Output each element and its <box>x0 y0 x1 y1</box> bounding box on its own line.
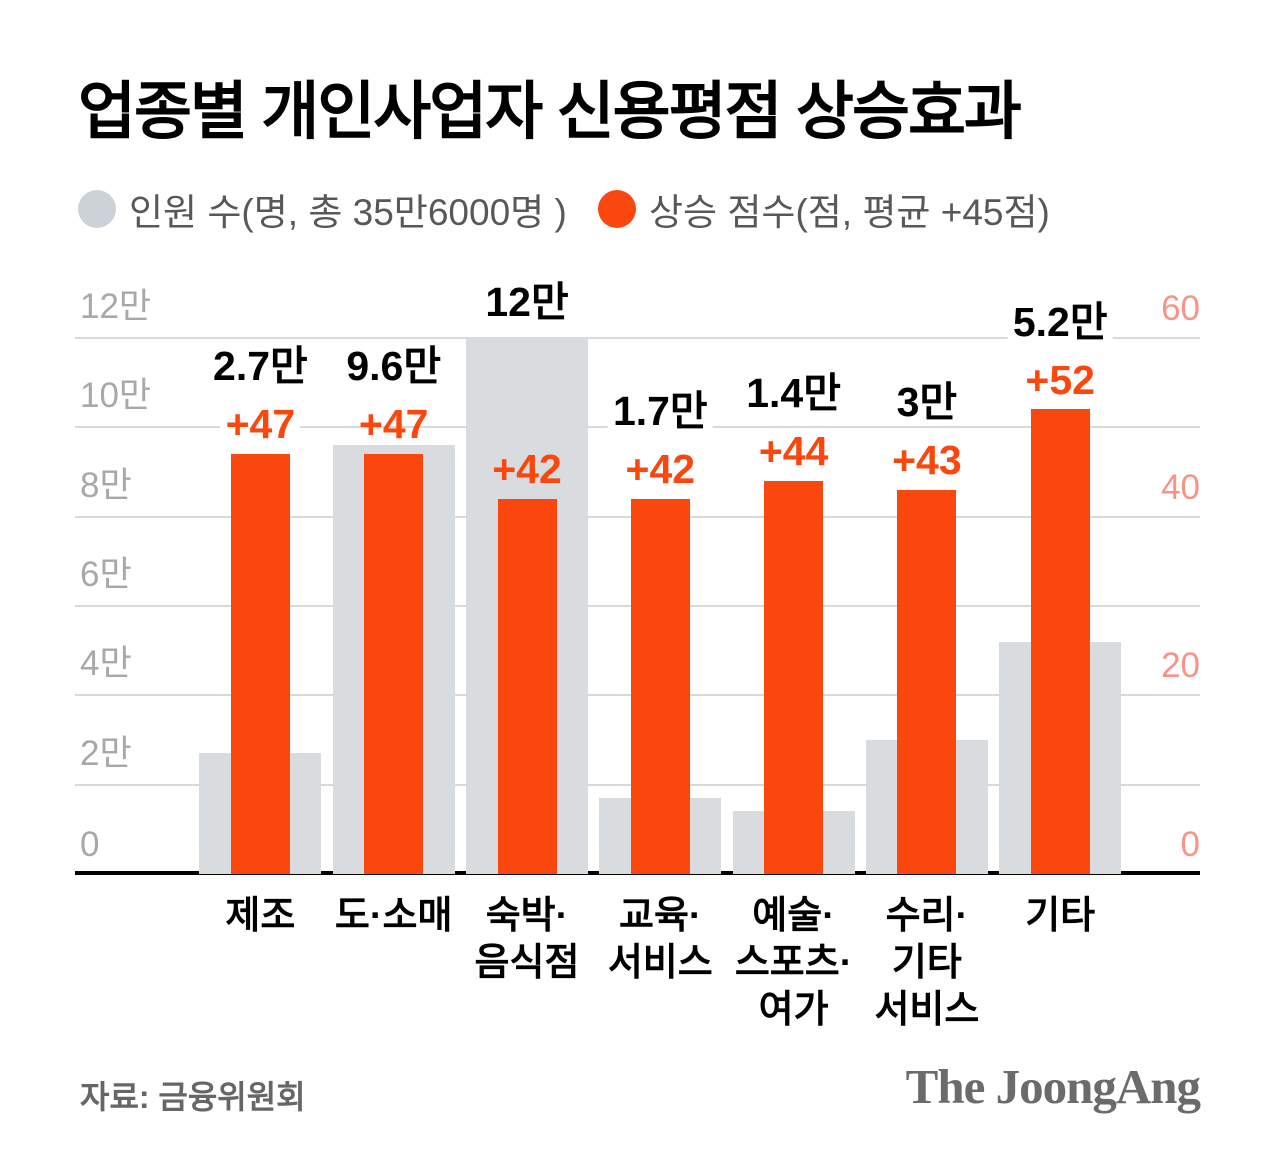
category-label-line: 도·소매 <box>334 895 453 937</box>
y-axis-tick-left: 12만 <box>80 287 152 326</box>
legend-score-label: 상승 점수(점, 평균 +45점) <box>649 192 1050 233</box>
y-axis-tick-right: 20 <box>1161 646 1200 686</box>
category-label: 숙박· 음식점 <box>475 893 580 987</box>
category-label: 기타 <box>1025 893 1095 940</box>
score-bar <box>897 489 957 874</box>
chart-title: 업종별 개인사업자 신용평점 상승효과 <box>78 77 1022 147</box>
category-label-line: 예술· <box>752 895 835 937</box>
score-value-label: +44 <box>753 428 834 475</box>
y-axis-tick-left: 2만 <box>80 733 132 773</box>
category-label-line: 기타 <box>891 942 962 984</box>
people-value-label: 9.6만 <box>341 343 447 391</box>
category-label-line: 서비스 <box>607 942 713 984</box>
y-axis-tick-left: 10만 <box>80 376 152 416</box>
category-label-line: 교육· <box>619 895 702 937</box>
category-label-line: 수리· <box>885 895 969 937</box>
category-label-line: 숙박· <box>485 895 569 937</box>
gridline <box>75 337 1200 339</box>
legend-item-people-count: 인원 수(명, 총 35만6000명 ) <box>78 187 567 233</box>
score-value-label: +47 <box>358 401 429 448</box>
legend-people-dot-icon <box>78 190 116 228</box>
people-value-label: 1.4만 <box>741 370 846 417</box>
score-bar <box>230 454 290 874</box>
y-axis-tick-right: 0 <box>1180 825 1200 864</box>
category-label-line: 스포츠· <box>734 942 853 984</box>
people-value-label: 2.7만 <box>208 343 313 391</box>
y-axis-tick-left: 6만 <box>80 555 132 594</box>
people-value-label: 5.2만 <box>1007 299 1113 346</box>
category-label-line: 제조 <box>225 895 296 937</box>
category-label-line: 서비스 <box>874 989 980 1031</box>
y-axis-tick-left: 4만 <box>80 644 132 684</box>
score-value-label: +42 <box>620 446 701 493</box>
category-label: 교육· 서비스 <box>608 893 713 987</box>
y-axis-tick-left: 8만 <box>80 465 132 505</box>
category-label: 제조 <box>225 893 295 940</box>
score-bar <box>1030 409 1090 874</box>
y-axis-tick-right: 40 <box>1161 467 1200 507</box>
category-label-line: 기타 <box>1025 895 1096 937</box>
score-bar <box>630 498 690 874</box>
y-axis-tick-left: 0 <box>80 825 100 864</box>
people-value-label: 1.7만 <box>607 388 713 435</box>
category-label-line: 음식점 <box>474 942 580 984</box>
y-axis-tick-right: 60 <box>1161 289 1200 328</box>
legend-people-label: 인원 수(명, 총 35만6000명 ) <box>129 192 567 233</box>
score-bar <box>764 480 824 874</box>
joongang-logo: The JoongAng <box>905 1059 1201 1114</box>
category-label: 예술· 스포츠· 여가 <box>735 893 853 1034</box>
category-label-line: 여가 <box>758 989 829 1031</box>
legend-item-score-gain: 상승 점수(점, 평균 +45점) <box>598 187 1050 233</box>
score-value-label: +42 <box>492 445 562 492</box>
score-value-label: +47 <box>220 401 301 449</box>
score-value-label: +52 <box>1020 357 1100 404</box>
score-bar <box>364 454 424 874</box>
people-value-label: 3만 <box>891 379 963 426</box>
source-label: 자료: 금융위원회 <box>80 1079 306 1115</box>
people-value-label: 12만 <box>480 279 574 326</box>
score-bar <box>497 498 557 874</box>
score-value-label: +43 <box>887 437 967 484</box>
category-label: 도·소매 <box>335 893 453 940</box>
legend-score-dot-icon <box>598 190 636 228</box>
